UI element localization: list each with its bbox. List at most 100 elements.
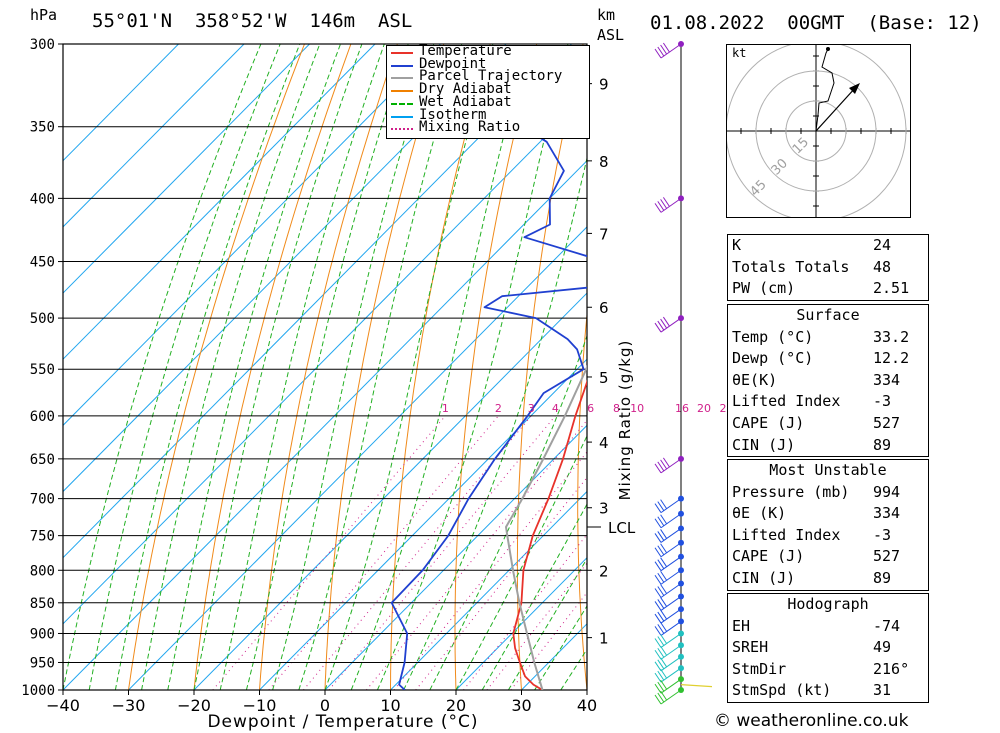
legend-label: Dry Adiabat (419, 81, 512, 98)
x-tick-label: −40 (46, 696, 80, 715)
legend-item: Mixing Ratio (391, 120, 587, 135)
km-tick-label: 8 (599, 153, 609, 171)
hodograph-ring-label: 30 (769, 156, 791, 178)
temperature-profile (512, 379, 587, 690)
wind-barb (654, 621, 682, 636)
most-unstable-title: Most Unstable (769, 461, 887, 479)
index-row: Lifted Index -3 (728, 525, 928, 547)
legend-item: Dewpoint (391, 56, 587, 72)
wind-barb (654, 656, 682, 672)
wet-adiabat-line (141, 44, 321, 690)
dewpoint-profile (390, 112, 587, 690)
km-tick-label: 6 (599, 299, 609, 317)
index-row: Totals Totals 48 (728, 257, 928, 279)
lcl-label: LCL (608, 519, 636, 537)
index-value: 24 (873, 236, 892, 254)
index-label: EH (732, 616, 751, 635)
wet-adiabat-line (376, 44, 569, 690)
index-value: 89 (873, 435, 892, 454)
legend-swatch (391, 52, 413, 54)
x-tick-label: −20 (177, 696, 211, 715)
hodograph-indices: Hodograph EH -74 SREH 49 StmDir 216° StmSpd (k… (727, 593, 929, 703)
pressure-tick-label: 500 (30, 311, 55, 327)
index-label: Dewp (°C) (732, 349, 814, 368)
index-value: 2.51 (873, 279, 910, 298)
legend-swatch (391, 64, 413, 67)
wet-adiabat-line (193, 44, 363, 690)
mixing-ratio-label: 16 (675, 402, 689, 415)
legend-item: Parcel Trajectory (391, 69, 587, 84)
mixing-ratio-label: 20 (697, 402, 711, 415)
mixing-ratio-label: 8 (613, 402, 620, 415)
hodograph-unit-label: kt (732, 46, 747, 60)
index-label: θE(K) (732, 370, 778, 389)
dry-adiabat-line (324, 44, 445, 690)
isotherm-line (63, 44, 441, 427)
wet-adiabat-line (272, 44, 435, 690)
isotherm-line (63, 44, 507, 493)
isotherm-line (63, 159, 587, 690)
index-label: PW (cm) (732, 279, 796, 298)
pressure-tick-label: 900 (30, 626, 55, 642)
index-row: CAPE (J) 527 (728, 413, 928, 435)
pressure-tick-label: 400 (30, 191, 55, 207)
index-label: Lifted Index (732, 392, 841, 411)
pressure-tick-label: 300 (30, 37, 55, 53)
index-row: StmDir 216° (728, 659, 928, 681)
wet-adiabat-line (298, 44, 463, 690)
pressure-tick-label: 750 (30, 529, 55, 545)
hodograph-indices-title: Hodograph (787, 595, 869, 613)
copyright[interactable]: © weatheronline.co.uk (714, 711, 909, 731)
isotherm-line (324, 424, 587, 690)
index-label: Totals Totals (732, 257, 850, 276)
legend-item: Wet Adiabat (391, 94, 587, 110)
mixing-ratio-axis-label: Mixing Ratio (g/kg) (616, 340, 634, 501)
dry-adiabat-line (454, 44, 538, 690)
hodograph-ring-label: 15 (790, 135, 812, 157)
pressure-tick-label: 550 (30, 362, 55, 378)
wet-adiabat-line (245, 44, 409, 690)
hodograph-ring (727, 45, 907, 217)
wind-barb (654, 316, 682, 333)
dry-adiabat-line (516, 44, 584, 690)
wind-barb (654, 583, 682, 598)
index-label: Temp (°C) (732, 327, 814, 346)
wind-barb (654, 689, 682, 705)
wet-adiabat-line (403, 156, 587, 690)
pressure-tick-label: 850 (30, 596, 55, 612)
wind-barb (654, 596, 682, 611)
legend-swatch (391, 102, 413, 105)
isotherm-line (63, 44, 376, 360)
mixing-ratio-label: 6 (587, 402, 594, 415)
wind-barb (654, 197, 682, 213)
storm-motion-arrowhead (849, 83, 860, 94)
hpa-label: hPa (30, 6, 58, 24)
mixing-ratio-line (212, 415, 446, 690)
index-label: Pressure (mb) (732, 482, 850, 501)
dry-adiabat-line (193, 44, 352, 690)
km-tick-label: 1 (599, 630, 609, 648)
index-row: Dewp (°C) 12.2 (728, 348, 928, 370)
pressure-tick-label: 950 (30, 655, 55, 671)
index-row: PW (cm) 2.51 (728, 278, 928, 300)
wet-adiabat-line (88, 44, 281, 690)
legend-swatch (391, 128, 413, 131)
hodograph: 15 30 45 kt (726, 44, 911, 218)
legend-label: Temperature (419, 43, 512, 59)
index-label: θE (K) (732, 504, 787, 523)
km-tick-label: 7 (599, 225, 609, 243)
x-tick-label: 10 (380, 696, 400, 715)
pressure-tick-label: 350 (30, 120, 55, 136)
index-row: K 24 (728, 235, 928, 257)
pressure-tick-label: 650 (30, 452, 55, 468)
index-label: SREH (732, 638, 769, 657)
wet-adiabat-line (429, 334, 587, 690)
dry-adiabat-line (693, 44, 723, 690)
wind-barb (654, 667, 682, 683)
index-value: -3 (873, 525, 892, 544)
x-tick-label: 0 (320, 696, 330, 715)
index-row: CIN (J) 89 (728, 435, 928, 457)
index-label: CAPE (J) (732, 547, 805, 566)
pressure-tick-label: 700 (30, 492, 55, 508)
index-row: CIN (J) 89 (728, 568, 928, 590)
